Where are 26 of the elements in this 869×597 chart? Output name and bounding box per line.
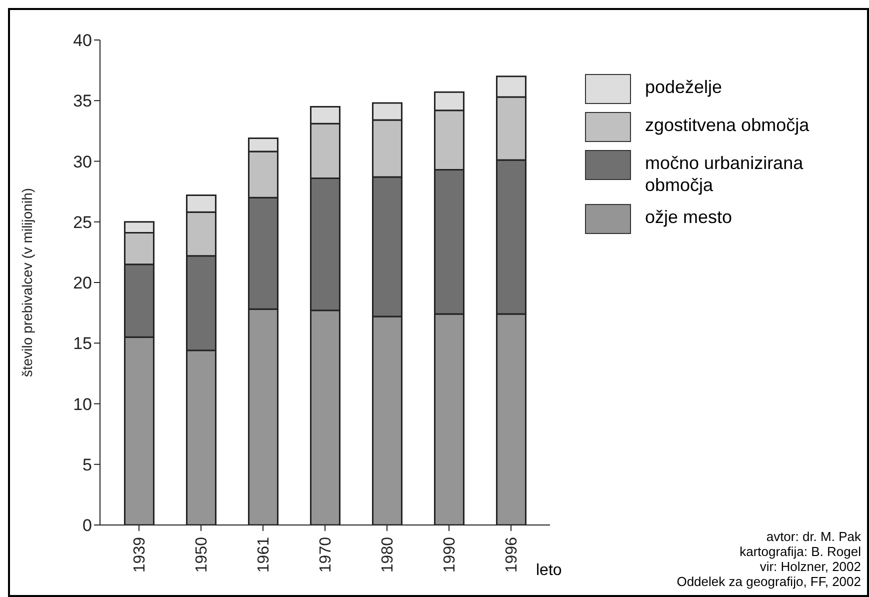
x-tick-label: 1939 <box>131 536 148 573</box>
legend-label: zgostitvena območja <box>645 114 810 136</box>
x-axis-title: leto <box>536 562 562 580</box>
text: avtor: dr. M. Pak <box>765 529 861 544</box>
y-tick-label: 15 <box>73 334 92 354</box>
text: kartografija: B. Rogel <box>738 544 861 559</box>
text: vir: Holzner, 2002 <box>758 559 861 574</box>
legend-label: močno urbanizirana območja <box>645 152 804 196</box>
y-axis-title: število prebivalcev (v milijonih) <box>18 188 35 378</box>
x-tick-label: 1980 <box>379 536 396 573</box>
x-tick-label: 1950 <box>193 536 210 573</box>
y-tick-label: 40 <box>73 31 92 50</box>
y-tick-label: 0 <box>82 516 92 536</box>
y-tick-label: 25 <box>73 212 92 232</box>
y-tick-label: 5 <box>82 455 92 474</box>
y-tick-label: 30 <box>73 152 92 172</box>
y-tick-label: 20 <box>73 274 92 293</box>
legend-label: podeželje <box>645 76 722 98</box>
x-tick-label: 1996 <box>503 536 520 573</box>
x-tick-label: 1990 <box>441 536 458 573</box>
text: Oddelek za geografijo, FF, 2002 <box>676 574 861 589</box>
y-tick-label: 35 <box>73 92 92 111</box>
legend-label: ožje mesto <box>645 206 732 228</box>
x-tick-label: 1970 <box>317 536 334 573</box>
x-tick-label: 1961 <box>255 536 272 573</box>
y-tick-label: 10 <box>73 394 92 414</box>
